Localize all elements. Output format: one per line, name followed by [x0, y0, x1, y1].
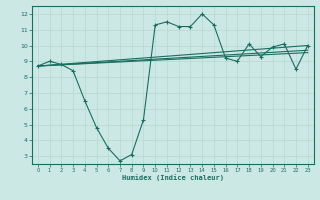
X-axis label: Humidex (Indice chaleur): Humidex (Indice chaleur) — [122, 175, 224, 181]
